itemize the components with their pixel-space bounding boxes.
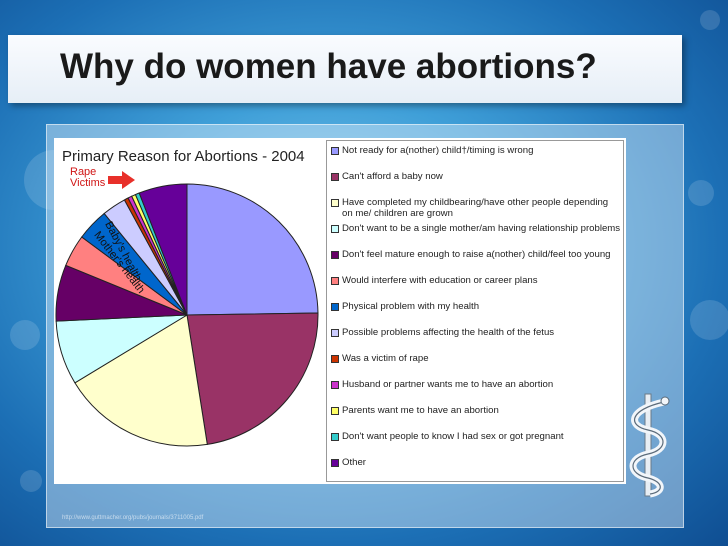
background-bubble bbox=[688, 180, 714, 206]
slide-title: Why do women have abortions? bbox=[60, 47, 597, 86]
legend-swatch bbox=[331, 225, 339, 233]
legend-swatch bbox=[331, 303, 339, 311]
legend-swatch bbox=[331, 199, 339, 207]
background-bubble bbox=[10, 320, 40, 350]
legend-item: Other bbox=[331, 457, 621, 468]
background-bubble bbox=[20, 470, 42, 492]
legend-swatch bbox=[331, 407, 339, 415]
legend-label: Would interfere with education or career… bbox=[342, 275, 538, 286]
legend-label: Don't want to be a single mother/am havi… bbox=[342, 223, 621, 234]
legend-swatch bbox=[331, 277, 339, 285]
legend-label: Possible problems affecting the health o… bbox=[342, 327, 555, 338]
background-bubble bbox=[690, 300, 728, 340]
legend-item: Don't want to be a single mother/am havi… bbox=[331, 223, 621, 234]
annotation-rape-victims-text: Rape Victims bbox=[70, 166, 106, 189]
pie-chart bbox=[55, 183, 319, 447]
pie-slice-0 bbox=[186, 183, 319, 316]
legend-swatch bbox=[331, 251, 339, 259]
legend-label: Was a victim of rape bbox=[342, 353, 429, 364]
legend-item: Possible problems affecting the health o… bbox=[331, 327, 621, 338]
legend-label: Don't feel mature enough to raise a(noth… bbox=[342, 249, 611, 260]
legend-label: Husband or partner wants me to have an a… bbox=[342, 379, 554, 390]
legend-item: Would interfere with education or career… bbox=[331, 275, 621, 286]
pie-slice-2 bbox=[74, 314, 208, 447]
legend-label: Can't afford a baby now bbox=[342, 171, 443, 182]
arrow-icon bbox=[108, 171, 135, 189]
legend-label: Not ready for a(nother) child†/timing is… bbox=[342, 145, 534, 156]
legend-item: Physical problem with my health bbox=[331, 301, 621, 312]
legend-label: Physical problem with my health bbox=[342, 301, 480, 312]
legend-swatch bbox=[331, 355, 339, 363]
legend-swatch bbox=[331, 381, 339, 389]
background-bubble bbox=[700, 10, 720, 30]
chart-legend: Not ready for a(nother) child†/timing is… bbox=[326, 140, 624, 482]
legend-item: Parents want me to have an abortion bbox=[331, 405, 621, 416]
legend-swatch bbox=[331, 173, 339, 181]
legend-label: Don't want people to know I had sex or g… bbox=[342, 431, 564, 442]
legend-label: Other bbox=[342, 457, 366, 468]
annotation-rape-victims: Rape Victims bbox=[70, 167, 114, 189]
legend-swatch bbox=[331, 329, 339, 337]
caduceus-icon bbox=[629, 393, 670, 498]
legend-swatch bbox=[331, 459, 339, 467]
legend-item: Don't want people to know I had sex or g… bbox=[331, 431, 621, 442]
chart-title: Primary Reason for Abortions - 2004 bbox=[62, 148, 305, 165]
pie-slice-1 bbox=[186, 312, 319, 445]
legend-item: Not ready for a(nother) child†/timing is… bbox=[331, 145, 621, 156]
legend-item: Don't feel mature enough to raise a(noth… bbox=[331, 249, 621, 260]
legend-item: Husband or partner wants me to have an a… bbox=[331, 379, 621, 390]
pie-slice-12 bbox=[138, 183, 188, 316]
legend-item: Have completed my childbearing/have othe… bbox=[331, 197, 621, 219]
source-footnote: http://www.guttmacher.org/pubs/journals/… bbox=[62, 515, 204, 521]
legend-swatch bbox=[331, 433, 339, 441]
title-bar: Why do women have abortions? bbox=[8, 35, 682, 103]
legend-item: Can't afford a baby now bbox=[331, 171, 621, 182]
legend-label: Have completed my childbearing/have othe… bbox=[342, 197, 609, 219]
legend-item: Was a victim of rape bbox=[331, 353, 621, 364]
legend-label: Parents want me to have an abortion bbox=[342, 405, 499, 416]
legend-swatch bbox=[331, 147, 339, 155]
